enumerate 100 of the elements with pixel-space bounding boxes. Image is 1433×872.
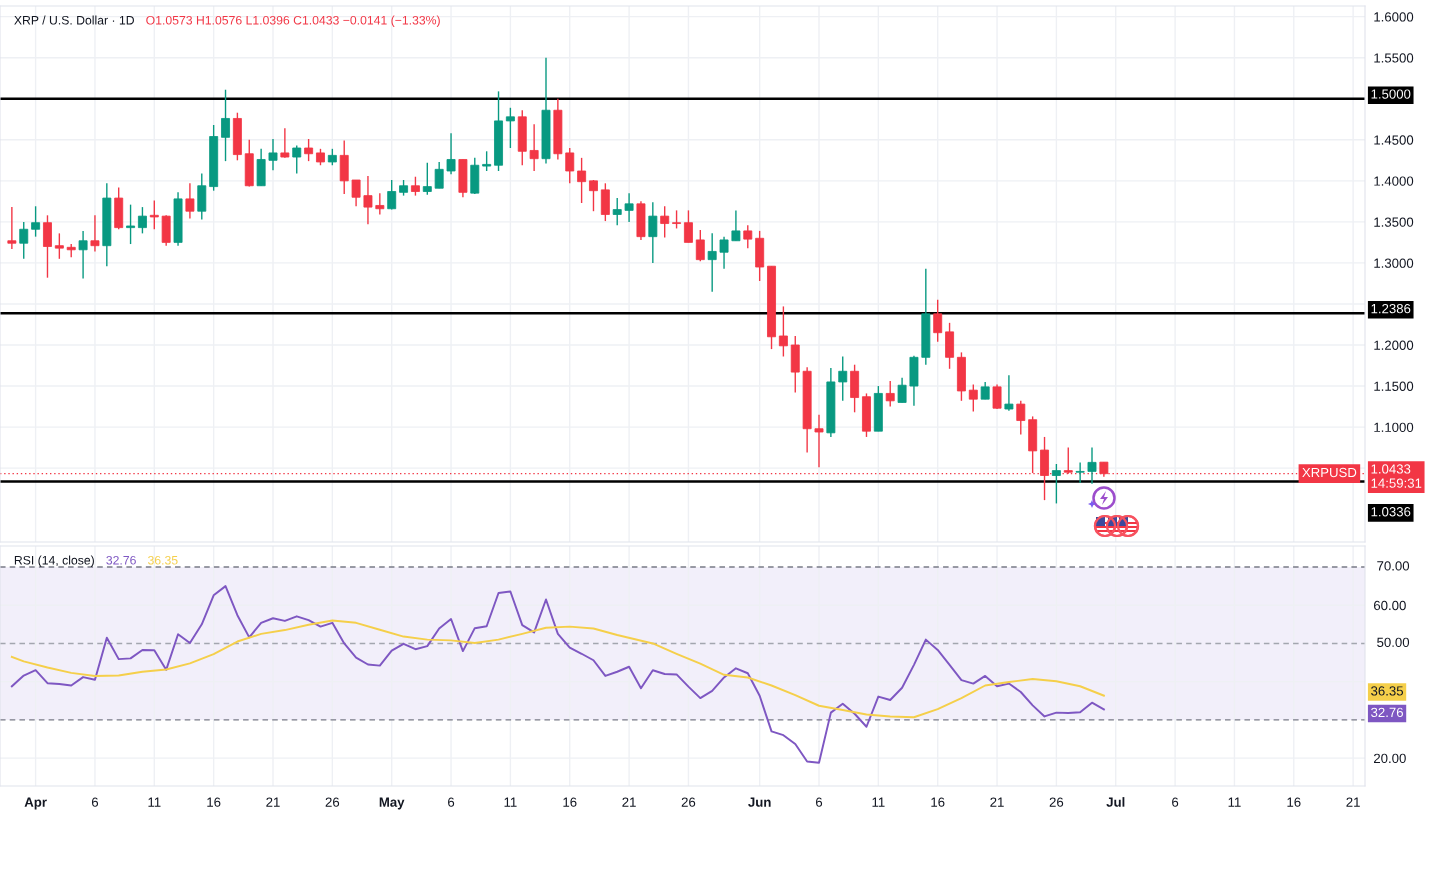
candlestick	[482, 150, 492, 172]
candlestick	[43, 214, 52, 279]
x-tick-label: 11	[872, 797, 885, 807]
candlestick	[137, 206, 147, 235]
y-tick-label: 1.6000	[1374, 12, 1414, 22]
candlestick	[387, 179, 397, 211]
x-tick-label: 26	[1049, 797, 1064, 807]
x-tick-label: 16	[931, 797, 945, 807]
candlestick	[149, 199, 159, 230]
line-series	[10, 585, 1105, 764]
candlestick	[505, 107, 515, 149]
text: XRP / U.S. Dollar · 1D	[14, 15, 134, 25]
x-tick-label: 11	[148, 797, 161, 807]
ref-line-label: 1.5000	[1371, 89, 1411, 99]
candlestick	[221, 89, 230, 162]
candlestick	[683, 209, 693, 244]
x-tick-label: 16	[1287, 797, 1301, 807]
x-tick-label: 21	[622, 797, 636, 807]
candlestick	[612, 197, 622, 226]
ref-line-label: 70.00	[1377, 561, 1410, 571]
candlestick	[695, 229, 705, 262]
x-tick-label: Jun	[748, 797, 771, 807]
ref-line-label: 50.00	[1377, 637, 1410, 647]
text: RSI (14, close)	[14, 555, 94, 567]
candlestick	[1016, 400, 1026, 436]
candlestick	[7, 206, 17, 250]
candlestick	[292, 144, 302, 175]
candlestick	[648, 201, 658, 264]
candlestick	[885, 380, 895, 408]
text: 32.76	[1371, 707, 1403, 718]
candlestick	[897, 377, 907, 404]
candlestick	[565, 147, 575, 184]
x-tick-label: 21	[990, 797, 1004, 807]
candlestick	[90, 214, 100, 253]
candlestick	[577, 157, 587, 204]
candlestick	[743, 224, 753, 249]
candlestick	[185, 182, 195, 220]
x-tick-label: 11	[504, 797, 517, 807]
x-tick-label: 6	[91, 797, 99, 807]
x-tick-label: 11	[1228, 797, 1241, 807]
candlestick	[707, 232, 717, 293]
candlestick	[672, 209, 682, 230]
y-tick-label: 1.2000	[1374, 340, 1414, 350]
annotation: 32.76	[106, 555, 136, 565]
candlestick	[422, 162, 432, 196]
candlestick	[351, 179, 361, 207]
x-tick-label: 26	[681, 797, 696, 807]
candlestick	[624, 192, 634, 223]
candlestick	[304, 138, 314, 162]
y-tick-label: 1.3000	[1374, 258, 1414, 268]
candlestick	[992, 383, 1002, 410]
y-tick-label: 1.3500	[1374, 217, 1414, 227]
x-tick-label: Apr	[24, 797, 47, 810]
candlestick	[731, 209, 741, 242]
candlestick	[375, 192, 385, 216]
candlestick	[838, 355, 848, 402]
x-tick-label: 16	[563, 797, 577, 807]
annotation: XRPUSD	[1302, 467, 1357, 478]
y-tick-label: 1.1000	[1374, 422, 1414, 432]
candlestick	[268, 138, 278, 171]
y-tick-label: 1.5500	[1374, 53, 1414, 63]
line-series	[10, 619, 1105, 719]
y-tick-label: 1.4500	[1374, 135, 1414, 145]
x-tick-label: May	[379, 797, 405, 810]
candlestick	[1087, 446, 1097, 485]
candlestick	[126, 203, 136, 245]
candlestick	[589, 179, 598, 212]
candlestick	[814, 414, 824, 468]
ref-line-label: 1.2386	[1371, 303, 1411, 314]
y-tick-label: 20.00	[1374, 753, 1406, 764]
x-tick-label: 6	[816, 797, 823, 807]
x-tick-label: 6	[448, 797, 455, 807]
y-tick-label: 1.1500	[1374, 381, 1414, 391]
x-tick-label: 21	[266, 797, 280, 807]
text: O1.0573 H1.0576 L1.0396 C1.0433 −0.0141 (−1.33%)	[146, 15, 440, 27]
candlestick	[19, 221, 29, 260]
candlestick	[54, 232, 64, 260]
candlestick	[1004, 374, 1014, 412]
candlestick	[529, 123, 539, 172]
x-tick-label: 16	[207, 797, 221, 807]
candlestick	[968, 383, 978, 413]
x-tick-label: 26	[325, 797, 340, 807]
candlestick	[933, 299, 943, 343]
candlestick	[719, 235, 729, 270]
candlestick	[1051, 463, 1061, 505]
annotation: 36.35	[147, 555, 178, 565]
candlestick	[660, 205, 670, 239]
candlestick	[1075, 461, 1085, 484]
candlestick	[78, 230, 88, 280]
x-tick-label: Jul	[1106, 797, 1125, 807]
candlestick	[280, 127, 290, 159]
candlestick	[446, 132, 456, 175]
ref-line-label: 1.0336	[1371, 507, 1411, 517]
y-tick-label: 1.4000	[1374, 176, 1414, 186]
y-tick-label: 60.00	[1374, 600, 1406, 611]
candlestick	[434, 161, 444, 189]
candlestick	[778, 305, 788, 358]
candlestick	[31, 205, 41, 238]
x-tick-label: 6	[1172, 797, 1179, 807]
candlestick	[410, 176, 420, 197]
